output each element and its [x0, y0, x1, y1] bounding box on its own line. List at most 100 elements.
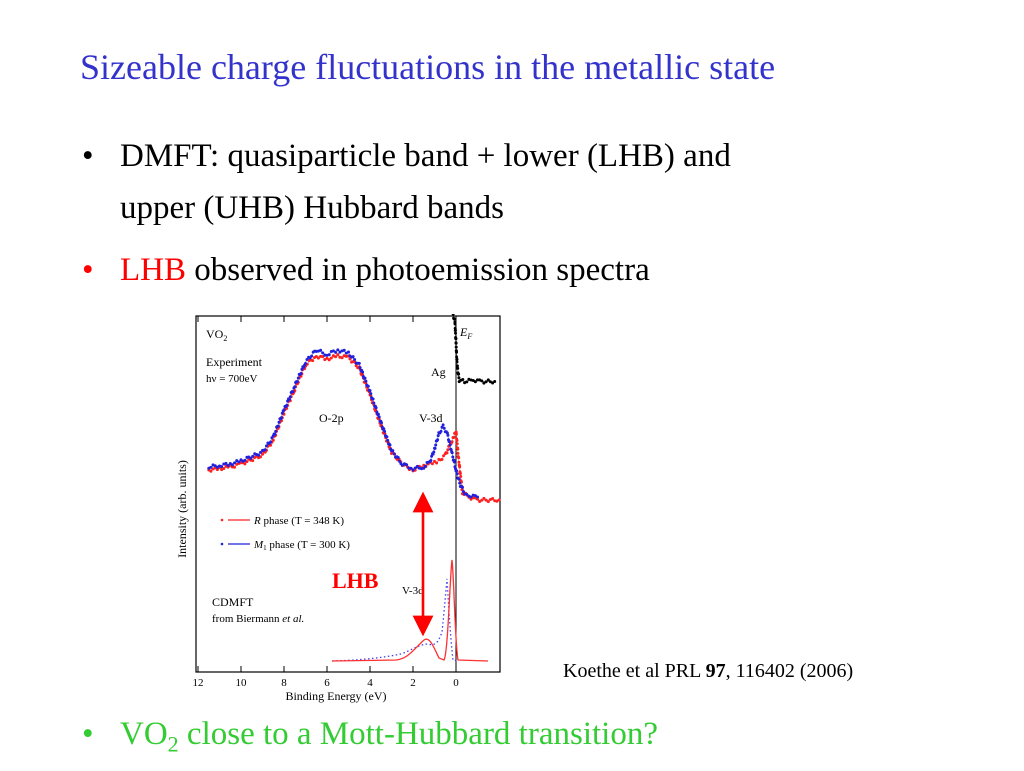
data-point [336, 348, 340, 352]
legend-marker-r [220, 518, 224, 522]
data-point [478, 500, 482, 503]
data-point [409, 466, 413, 470]
data-point [274, 429, 278, 433]
data-point [300, 367, 304, 371]
data-point [457, 376, 461, 380]
data-point [455, 360, 459, 364]
data-point [282, 408, 286, 412]
cdmft-r-curve [331, 559, 489, 662]
data-point [372, 401, 376, 405]
data-point [441, 423, 445, 427]
data-point [299, 372, 303, 375]
data-point [285, 403, 289, 407]
data-point [413, 466, 417, 470]
data-point [386, 438, 390, 442]
data-point [251, 454, 255, 458]
bullet-vo2-text: VO2 close to a Mott-Hubbard transition? [120, 708, 658, 771]
data-point [455, 442, 459, 446]
data-point [376, 412, 380, 416]
data-point [455, 364, 459, 368]
data-point [334, 350, 338, 354]
data-point [471, 379, 475, 382]
data-point [445, 451, 449, 455]
data-point [243, 458, 247, 462]
data-point [435, 461, 439, 465]
data-point [305, 358, 309, 361]
data-point [429, 459, 433, 462]
legend: R phase (T = 348 K) M1 phase (T = 300 K) [220, 515, 350, 552]
series-layer [207, 314, 501, 504]
data-point [458, 481, 462, 485]
x-axis-label: Binding Energy (eV) [285, 689, 386, 703]
data-point [451, 314, 455, 316]
data-point [455, 469, 459, 473]
data-point [434, 443, 438, 447]
data-point [448, 443, 452, 447]
legend-entry-r: R phase (T = 348 K) [253, 515, 344, 527]
data-point [491, 381, 495, 385]
data-point [211, 467, 215, 471]
data-point [334, 355, 338, 359]
data-point [448, 440, 451, 443]
material-label: VO2 [206, 327, 227, 343]
data-point [457, 456, 461, 460]
x-tick-label: 8 [281, 677, 287, 689]
experiment-label: Experiment [206, 355, 263, 369]
data-point [450, 451, 454, 455]
data-point [436, 434, 440, 438]
vo2-formula: VO [120, 716, 168, 752]
bullet-lhb-rest: observed in photoemission spectra [186, 252, 650, 288]
data-point [446, 448, 450, 452]
data-point [455, 355, 459, 359]
data-point [465, 492, 469, 496]
data-point [442, 454, 446, 458]
data-point [446, 433, 450, 437]
data-point [457, 460, 461, 464]
data-point [430, 454, 434, 458]
legend-entry-m1: M1 phase (T = 300 K) [253, 539, 350, 552]
data-point [276, 424, 280, 428]
data-point [459, 475, 463, 478]
data-point [476, 378, 479, 382]
data-point [271, 438, 275, 442]
data-point [358, 366, 362, 370]
data-point [222, 467, 226, 470]
v3d-theory-label: V-3d [402, 585, 424, 597]
data-point [363, 376, 367, 380]
photon-energy-label: hν = 700eV [206, 373, 258, 385]
bullet-lhb-text: LHB observed in photoemission spectra [120, 244, 650, 296]
data-point [257, 453, 261, 457]
y-axis-label: Intensity (arb. units) [176, 460, 189, 558]
data-point [314, 355, 318, 358]
data-point [323, 358, 327, 362]
data-point [411, 468, 415, 472]
data-point [461, 378, 465, 381]
data-point [351, 355, 355, 359]
data-point [249, 456, 253, 460]
data-point [400, 463, 404, 467]
x-tick-label: 0 [453, 677, 459, 689]
lhb-highlight: LHB [120, 252, 186, 288]
data-point [433, 459, 436, 463]
data-point [331, 354, 335, 358]
data-point [329, 356, 333, 360]
data-point [226, 464, 230, 467]
data-point [233, 465, 236, 469]
data-point [353, 358, 357, 361]
data-point [486, 500, 490, 504]
data-point [374, 406, 378, 410]
data-point [456, 447, 460, 451]
data-point [491, 497, 495, 500]
data-point [287, 397, 291, 401]
data-point [433, 446, 437, 450]
data-point [452, 460, 456, 464]
data-point [310, 354, 314, 358]
data-point [251, 459, 255, 463]
data-point [288, 395, 292, 399]
legend-marker-m1 [220, 542, 224, 546]
data-point [465, 380, 469, 384]
data-point [473, 380, 477, 384]
data-point [291, 390, 295, 394]
data-point [455, 472, 459, 476]
data-point [423, 464, 427, 468]
